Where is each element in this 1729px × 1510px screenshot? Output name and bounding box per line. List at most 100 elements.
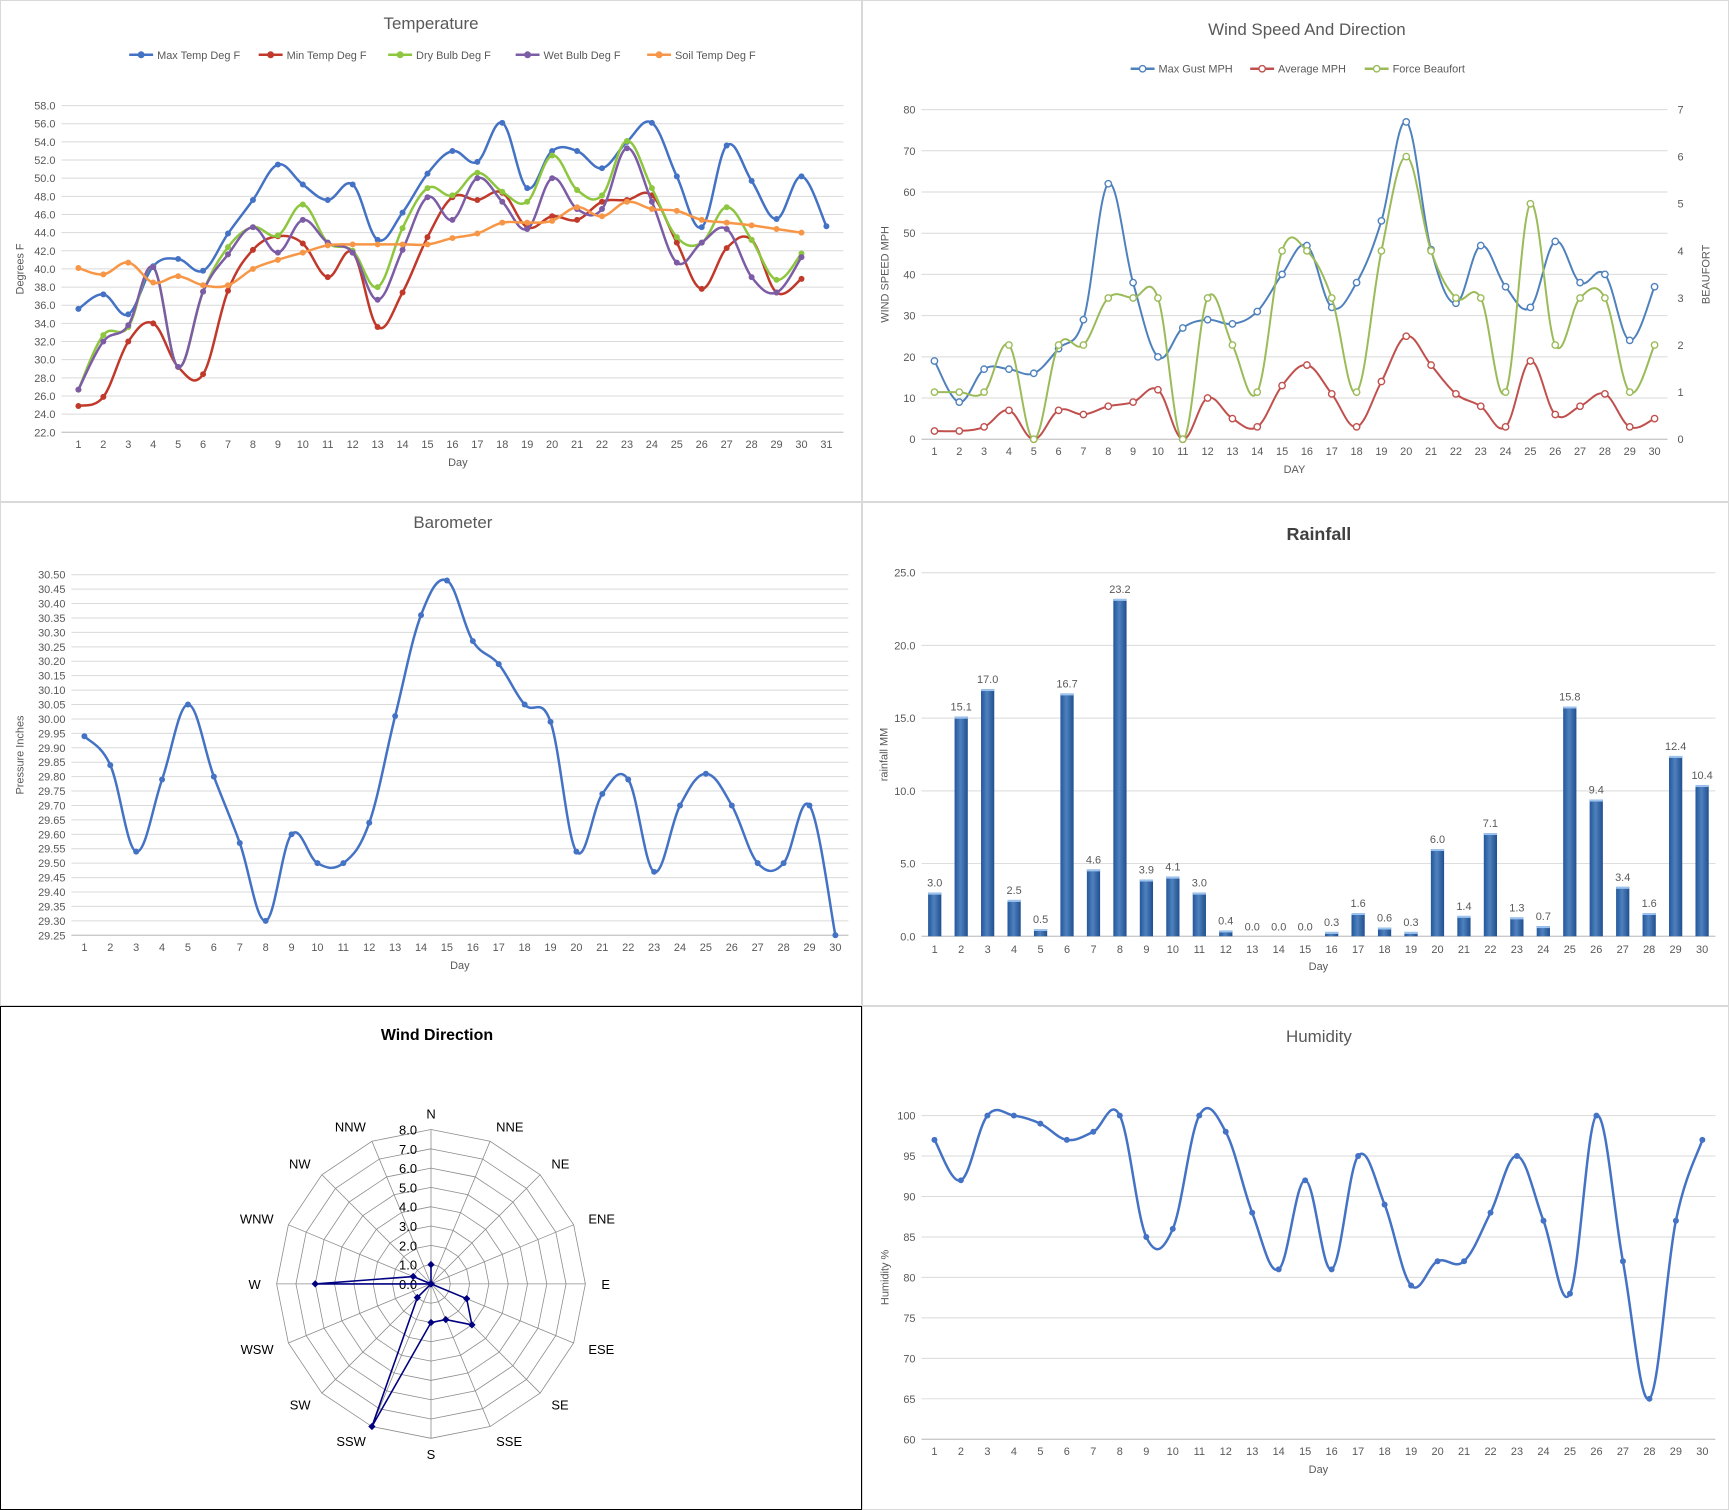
data-point [1434,1258,1441,1265]
data-point [1402,118,1411,126]
x-tick-label: 11 [1194,1446,1205,1458]
data-point [274,249,281,256]
radar-spoke [430,1141,491,1285]
data-point [599,198,606,205]
radar-point [468,1321,476,1329]
data-point [723,226,730,232]
data-point [262,917,269,924]
x-tick-label: 13 [1246,944,1258,956]
rainfall-bar [928,892,942,937]
x-tick-label: 27 [721,439,733,451]
x-tick-label: 30 [795,439,807,451]
x-tick-label: 26 [696,439,708,451]
data-label: 23.2 [1109,584,1130,596]
data-point [524,198,531,205]
x-tick-label: 27 [1574,446,1586,458]
x-tick-label: 15 [1276,446,1288,458]
data-point [1010,1112,1017,1119]
data-point [748,177,755,184]
y-tick-label: 58.0 [34,101,55,113]
data-point [150,264,157,271]
bar-highlight [954,716,968,719]
y-tick-label: 100 [897,1111,915,1123]
x-tick-label: 16 [1301,446,1313,458]
x-tick-label: 28 [1599,446,1611,458]
data-point [1116,1112,1123,1119]
data-label: 0.3 [1324,917,1339,929]
legend-label: Force Beaufort [1393,64,1465,76]
chart-title: Wind Speed And Direction [1208,20,1406,39]
data-point [288,831,295,838]
x-tick-label: 9 [1143,1446,1149,1458]
data-point [100,332,107,339]
x-tick-label: 11 [338,942,349,954]
y-tick-label: 75 [903,1313,915,1325]
data-point [1476,294,1485,302]
bar-highlight [981,689,995,692]
data-point [524,226,531,232]
data-point [150,320,157,327]
x-tick-label: 18 [496,439,508,451]
data-point [723,219,730,226]
data-point [1576,278,1584,287]
radar-point [427,1260,435,1269]
radar-spoke [288,1224,432,1285]
x-tick-label: 26 [1549,446,1561,458]
data-point [200,288,207,295]
data-point [823,223,830,230]
data-point [125,338,132,345]
data-point [1501,422,1510,431]
data-point [599,165,606,172]
y-tick-label: 10 [903,393,915,405]
y-tick-label: 29.90 [38,743,65,755]
bar-highlight [1377,927,1392,930]
data-point [107,762,114,769]
data-point [75,402,82,409]
data-point [399,289,406,296]
data-point [340,860,347,867]
x-tick-label: 17 [1326,446,1338,458]
bar-highlight [1669,755,1683,758]
x-tick-label: 13 [1246,1446,1258,1458]
data-point [1228,341,1237,349]
x-tick-label: 15 [441,942,453,954]
data-point [723,204,730,211]
x-tick-label: 25 [700,942,712,954]
x-tick-label: 27 [752,942,764,954]
x-tick-label: 18 [1378,944,1390,956]
x-tick-label: 10 [1167,944,1179,956]
x-tick-label: 22 [596,439,608,451]
radial-tick-label: 5.0 [399,1180,417,1195]
data-label: 3.4 [1615,872,1630,884]
series-line [934,335,1655,441]
data-point [698,224,705,231]
series-line [933,120,1656,404]
bar-highlight [1192,892,1206,895]
bar-highlight [1536,926,1550,929]
data-point [299,240,306,247]
data-point [1029,369,1038,378]
data-point [1129,398,1137,407]
data-point [424,185,431,192]
data-point [449,147,456,154]
y-tick-label: 25.0 [894,568,915,580]
x-axis-title: Day [1309,1464,1329,1476]
x-tick-label: 8 [1117,1446,1123,1458]
data-point [1487,1209,1494,1216]
data-point [648,119,655,126]
rainfall-bar [1377,927,1392,937]
y-axis-title: rainfall MM [879,728,891,781]
data-point [1699,1136,1706,1143]
x-tick-label: 24 [1537,1446,1549,1458]
data-point [1672,1217,1679,1224]
x-tick-label: 3 [985,944,991,956]
data-label: 1.6 [1350,898,1365,910]
x-tick-label: 22 [622,942,634,954]
data-point [249,265,256,272]
data-point [225,251,231,258]
x-tick-label: 13 [372,439,384,451]
x-tick-label: 19 [544,942,556,954]
x-tick-label: 8 [250,439,256,451]
data-label: 3.0 [927,878,942,890]
y-tick-label: 0.0 [900,931,915,943]
